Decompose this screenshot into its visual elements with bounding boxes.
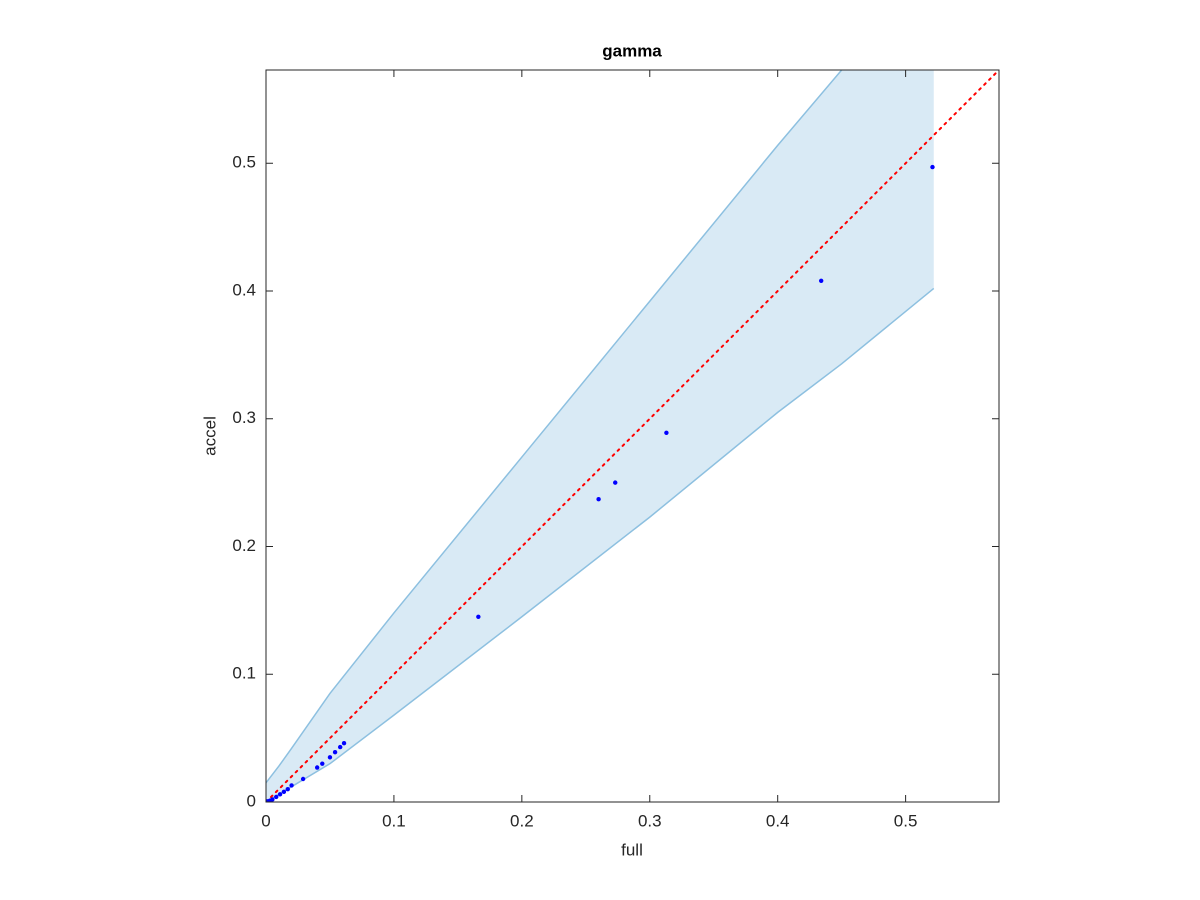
x-axis-label: full <box>621 840 643 859</box>
band-fill <box>266 70 934 802</box>
y-axis-label: accel <box>200 416 219 456</box>
point <box>327 755 333 760</box>
point <box>270 797 275 802</box>
y-tick-label: 0.2 <box>232 536 256 555</box>
chart-title: gamma <box>602 41 662 60</box>
y-tick-label: 0.5 <box>232 153 256 172</box>
point <box>596 497 601 502</box>
point <box>332 749 338 755</box>
point <box>277 792 283 797</box>
axes-box <box>265 69 1000 803</box>
plot-area <box>266 70 999 802</box>
point <box>613 480 618 485</box>
band-upper <box>266 70 843 784</box>
point <box>664 430 669 436</box>
x-tick-label: 0 <box>261 811 270 830</box>
x-tick-label: 0.5 <box>894 811 918 830</box>
reference-line <box>266 70 999 802</box>
point <box>285 787 290 792</box>
point <box>320 761 325 766</box>
point <box>818 278 824 283</box>
y-tick-label: 0.1 <box>232 664 256 683</box>
x-tick-label: 0.1 <box>382 811 406 830</box>
y-tick-label: 0 <box>247 791 256 810</box>
point <box>281 789 287 794</box>
point <box>337 744 343 750</box>
point <box>341 741 347 746</box>
point <box>274 794 279 800</box>
y-tick-label: 0.3 <box>232 408 256 427</box>
point <box>314 765 320 770</box>
x-tick-label: 0.2 <box>510 811 534 830</box>
x-tick-label: 0.4 <box>766 811 790 830</box>
point <box>930 164 935 170</box>
point <box>476 614 481 619</box>
point <box>289 783 294 788</box>
point <box>300 776 306 782</box>
y-tick-label: 0.4 <box>232 280 256 299</box>
x-tick-label: 0.3 <box>638 811 662 830</box>
